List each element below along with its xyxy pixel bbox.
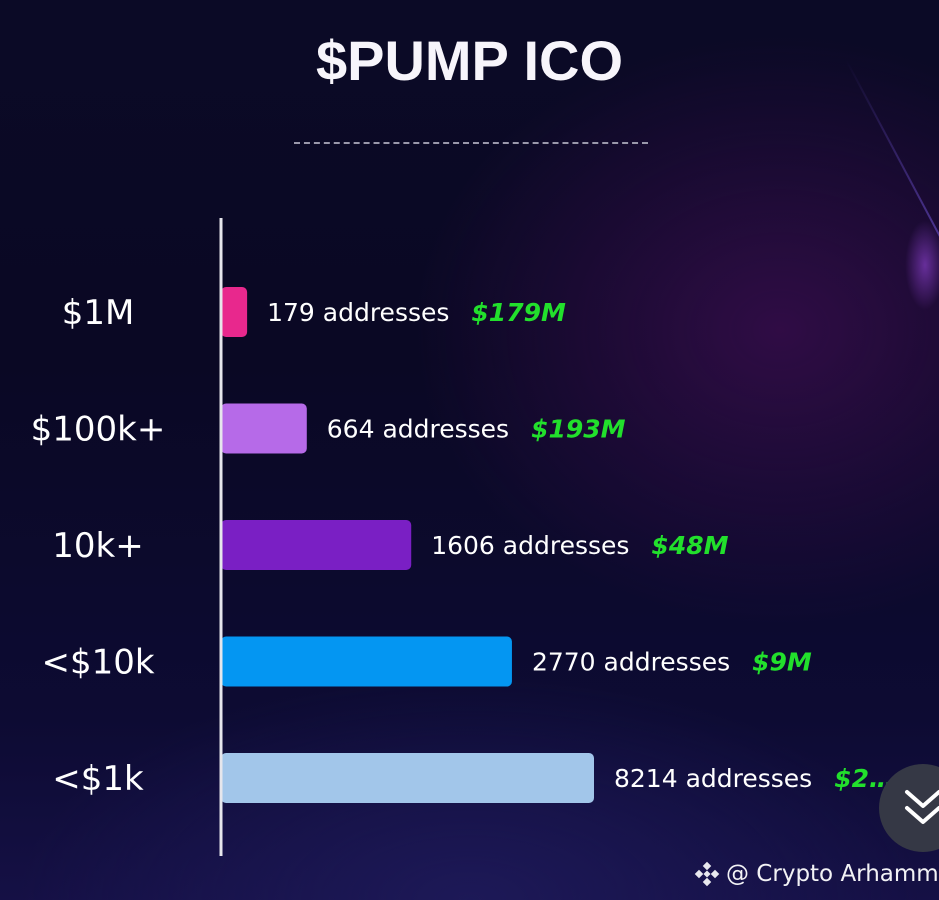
bar — [221, 753, 594, 803]
title-divider — [294, 142, 648, 144]
value-label: $9M — [752, 648, 812, 677]
background-glow — [905, 220, 939, 310]
watermark-text: @ Crypto Arhamm — [726, 861, 939, 887]
bar — [221, 287, 248, 337]
value-label: $193M — [531, 415, 626, 444]
category-label: <$1k — [52, 759, 144, 799]
category-label: 10k+ — [52, 526, 143, 566]
category-label: $100k+ — [31, 410, 166, 450]
double-chevron-down-icon — [905, 790, 939, 824]
bar — [221, 403, 307, 454]
category-label: $1M — [62, 293, 135, 333]
category-label: <$10k — [41, 643, 154, 683]
binance-diamond-icon — [694, 861, 720, 887]
address-count-label: 2770 addresses — [532, 648, 730, 677]
chart-title: $PUMP ICO — [315, 29, 624, 92]
watermark: @ Crypto Arhamm — [694, 858, 939, 890]
bar — [221, 520, 412, 570]
bar — [221, 636, 512, 687]
value-label: $48M — [651, 531, 728, 560]
address-count-label: 664 addresses — [327, 415, 509, 444]
value-label: $179M — [471, 298, 566, 327]
address-count-label: 179 addresses — [267, 298, 449, 327]
address-count-label: 8214 addresses — [614, 764, 812, 793]
address-count-label: 1606 addresses — [431, 531, 629, 560]
